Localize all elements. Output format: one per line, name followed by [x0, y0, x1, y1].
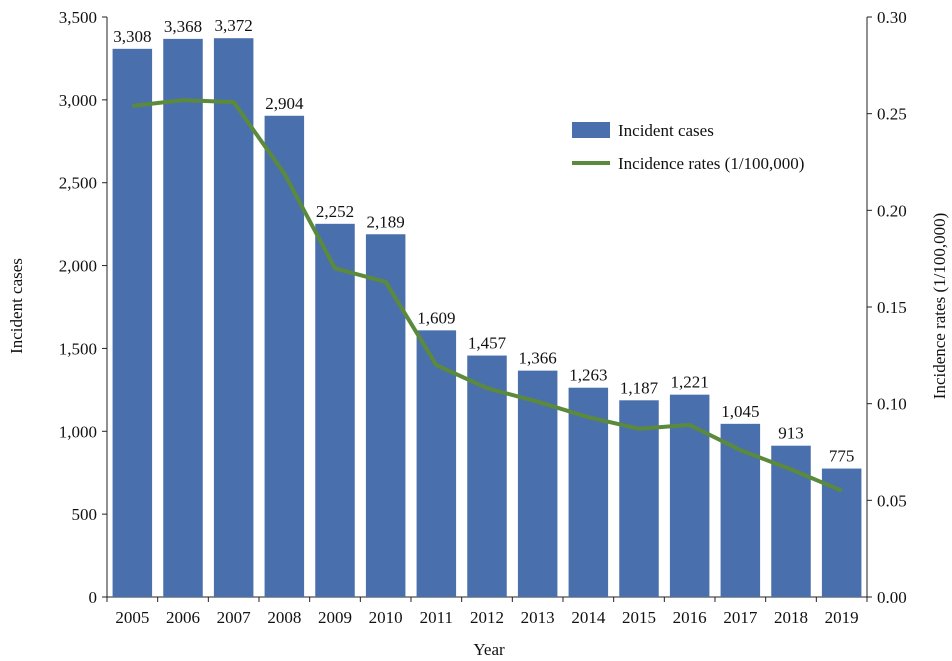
x-tick-label: 2008	[267, 608, 301, 627]
bar	[821, 468, 862, 597]
x-tick-label: 2018	[774, 608, 808, 627]
y-axis-title: Incident cases	[7, 258, 26, 354]
y-tick-label: 500	[72, 505, 98, 524]
data-labels: 3,308 3,368 3,372 2,904 2,252 2,189 1,609 1,457…	[113, 16, 854, 465]
x-tick-label: 2006	[166, 608, 200, 627]
incidence-rate-line	[132, 98, 843, 493]
x-tick-label: 2013	[521, 608, 555, 627]
legend: Incident cases Incidence rates (1/100,00…	[572, 121, 804, 173]
y2-tick-label: 0.05	[877, 491, 907, 510]
bar-data-label: 775	[829, 447, 855, 466]
y2-tick-label: 0.00	[877, 588, 907, 607]
y-tick-label: 1,000	[59, 422, 97, 441]
bar-data-label: 2,252	[316, 202, 354, 221]
bar-data-label: 913	[778, 424, 804, 443]
bar-data-label: 3,368	[164, 17, 202, 36]
y-tick-label: 3,500	[59, 8, 97, 27]
bar-data-label: 1,221	[671, 373, 709, 392]
x-axis-title: Year	[473, 640, 505, 659]
y-tick-label: 3,000	[59, 91, 97, 110]
bar	[720, 423, 761, 597]
x-tick-label: 2012	[470, 608, 504, 627]
y-tick-label: 2,500	[59, 174, 97, 193]
bar-data-label: 3,372	[215, 16, 253, 35]
bar-data-label: 2,904	[265, 94, 304, 113]
x-tick-label: 2015	[622, 608, 656, 627]
bar	[517, 370, 558, 597]
y-tick-label: 2,000	[59, 257, 97, 276]
x-tick-label: 2010	[369, 608, 403, 627]
y2-tick-label: 0.15	[877, 298, 907, 317]
bar	[619, 400, 659, 597]
bar-data-label: 3,308	[113, 27, 151, 46]
bar	[315, 223, 355, 597]
bar	[669, 394, 710, 597]
line-series	[132, 98, 843, 493]
x-tick-label: 2005	[115, 608, 149, 627]
y2-tick-label: 0.30	[877, 8, 907, 27]
bar-data-label: 1,609	[417, 308, 455, 327]
bar-data-label: 2,189	[367, 212, 405, 231]
bars	[112, 38, 862, 598]
legend-swatch-bar	[572, 122, 610, 138]
bar	[467, 355, 507, 597]
x-tick-label: 2017	[723, 608, 758, 627]
bar	[112, 48, 153, 598]
x-tick-label: 2016	[673, 608, 707, 627]
y2-axis-title: Incidence rates (1/100,000)	[930, 213, 949, 399]
bar	[416, 330, 457, 597]
bar	[163, 38, 203, 598]
y-tick-label: 1,500	[59, 339, 97, 358]
bar-data-label: 1,045	[721, 402, 759, 421]
y2-tick-label: 0.20	[877, 201, 907, 220]
bar	[568, 387, 609, 597]
axes: 0 500 1,000 1,500 2,000 2,500 3,000 3,500 0.00 0.…	[59, 8, 907, 627]
x-tick-label: 2009	[318, 608, 352, 627]
bar-data-label: 1,263	[569, 366, 607, 385]
bar-data-label: 1,187	[620, 378, 659, 397]
bar	[264, 115, 305, 597]
bar	[365, 234, 406, 597]
x-tick-label: 2011	[420, 608, 453, 627]
y2-tick-label: 0.25	[877, 105, 907, 124]
legend-label-line: Incidence rates (1/100,000)	[618, 154, 804, 173]
legend-label-bar: Incident cases	[618, 121, 714, 140]
y-tick-label: 0	[89, 588, 98, 607]
bar-data-label: 1,457	[468, 334, 507, 353]
bar	[213, 38, 254, 598]
bar-data-label: 1,366	[519, 349, 557, 368]
y2-tick-label: 0.10	[877, 395, 907, 414]
x-tick-label: 2007	[217, 608, 252, 627]
x-tick-label: 2019	[825, 608, 859, 627]
x-tick-label: 2014	[571, 608, 606, 627]
